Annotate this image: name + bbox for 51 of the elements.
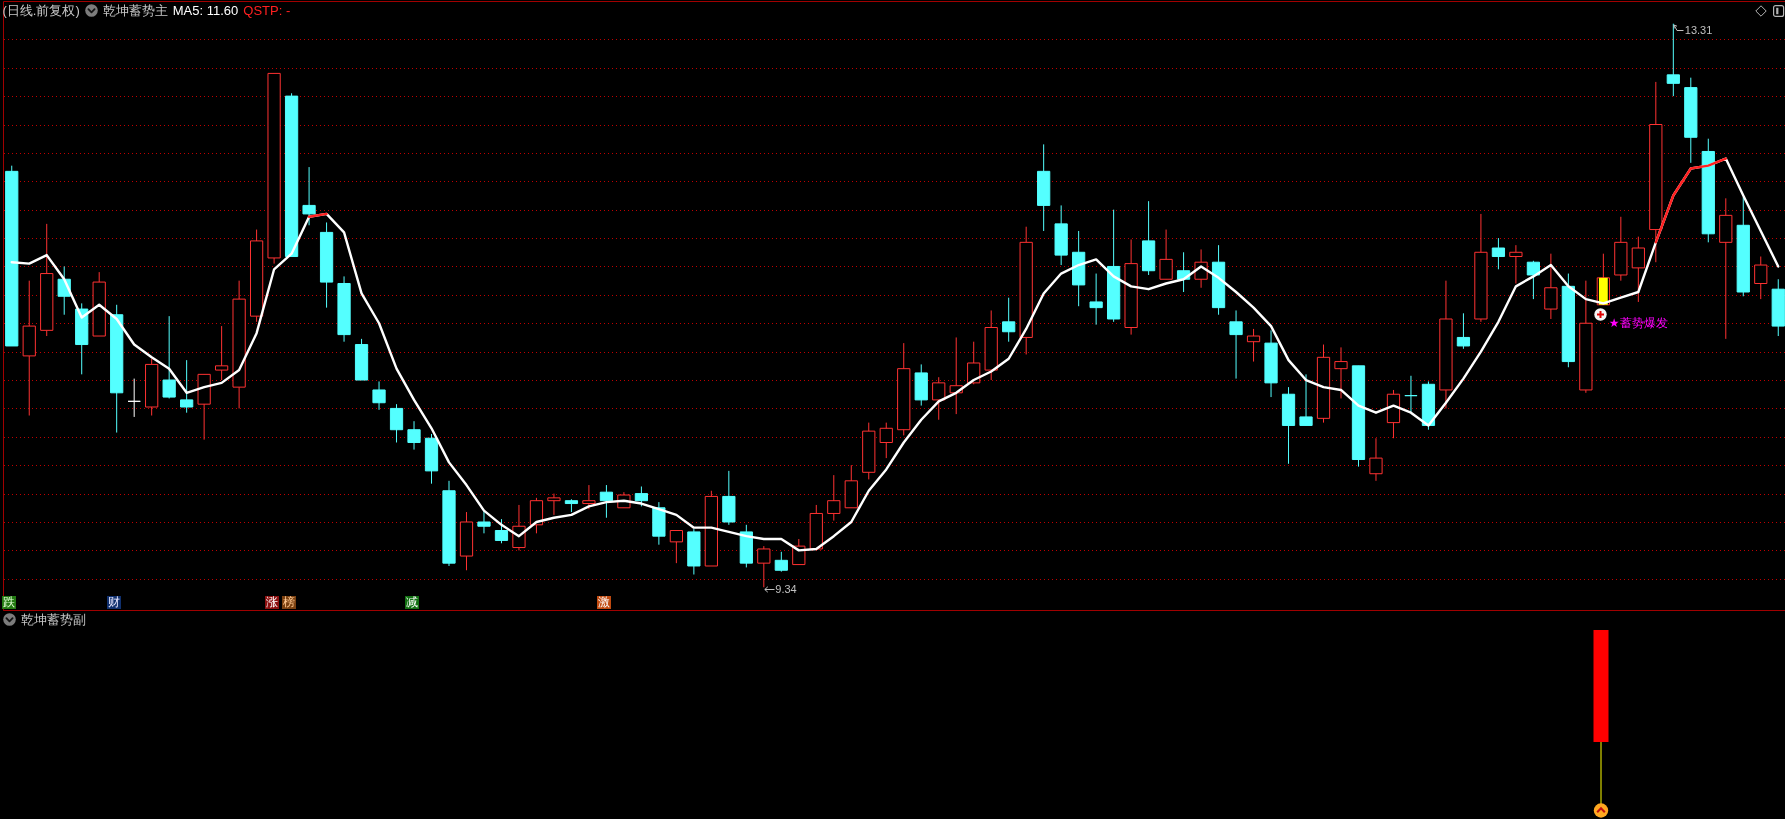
annotation: ★蓄势爆发 — [1608, 316, 1668, 331]
candlestick — [1491, 237, 1506, 270]
candlestick — [1456, 312, 1471, 350]
chart-title: (日线.前复权) — [2, 2, 80, 19]
candlestick — [372, 380, 386, 411]
candlestick — [599, 484, 614, 519]
text: 乾坤蓄势副 — [20, 611, 86, 628]
text: QSTP: - — [243, 2, 291, 19]
candlestick — [582, 484, 596, 510]
candlestick — [1002, 297, 1016, 343]
candlestick — [477, 510, 491, 534]
annotation: 财 — [107, 594, 122, 609]
annotation: 减 — [404, 594, 419, 609]
candlestick — [1404, 375, 1418, 414]
candlestick — [180, 359, 194, 414]
annotation: 涨 — [264, 594, 279, 609]
candlestick — [389, 403, 404, 443]
candlestick — [879, 422, 893, 459]
candlestick — [302, 166, 316, 226]
candlestick — [1089, 273, 1103, 326]
candlestick — [757, 545, 771, 588]
candlestick — [494, 518, 509, 544]
candlestick — [774, 551, 788, 573]
candlestick — [1369, 437, 1383, 482]
candlestick — [1526, 260, 1541, 300]
candlestick — [127, 378, 141, 418]
candlestick — [634, 486, 649, 507]
candlestick — [1631, 236, 1645, 303]
annotation: 9.34 — [775, 583, 797, 596]
candlestick — [1159, 229, 1173, 280]
candlestick — [407, 420, 421, 451]
candlestick — [827, 474, 841, 522]
candlestick — [215, 325, 229, 381]
candlestick — [547, 493, 561, 516]
candlestick — [1666, 23, 1680, 97]
text: MA5: 11.60 — [172, 2, 239, 19]
annotation: 榜 — [282, 594, 297, 609]
candlestick — [669, 530, 683, 564]
candlestick — [1544, 253, 1558, 320]
annotation: 13.31 — [1684, 24, 1713, 37]
annotation: 激 — [596, 594, 611, 609]
candlestick — [1509, 244, 1523, 284]
candlestick — [1754, 256, 1768, 300]
chart-subtitle: 乾坤蓄势主 — [102, 2, 168, 19]
annotation: 跌 — [2, 594, 17, 609]
candlestick — [1299, 373, 1313, 426]
candlestick — [1334, 346, 1348, 399]
candlestick — [162, 315, 176, 399]
candlestick — [1246, 328, 1261, 363]
candlestick — [932, 376, 946, 421]
candlestick — [1229, 309, 1243, 380]
